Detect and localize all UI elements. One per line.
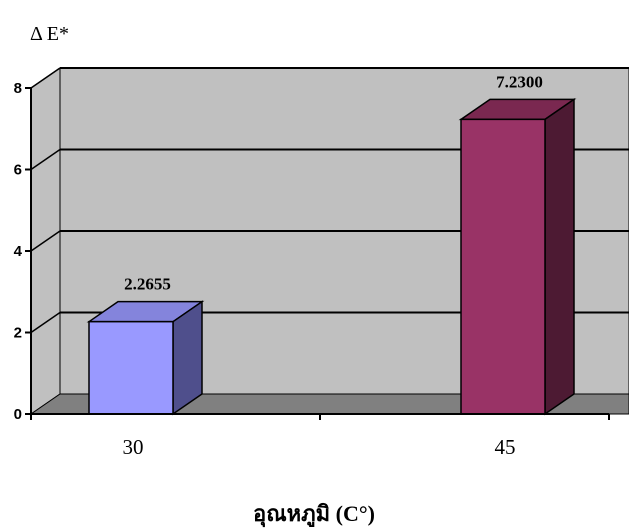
bar-45	[460, 118, 546, 415]
y-tick-label-4: 4	[14, 243, 23, 260]
y-axis: 0 2 4 6 8	[14, 80, 32, 423]
x-axis: 30 45	[30, 413, 610, 459]
y-tick-label-8: 8	[14, 80, 22, 97]
bar-side-45	[544, 97, 575, 416]
y-tick-label-2: 2	[14, 325, 22, 342]
y-axis-title: Δ E*	[30, 23, 69, 45]
x-tick-label-30: 30	[123, 435, 144, 459]
gridline-side-4	[30, 230, 61, 252]
x-axis-title: อุณหภูมิ (C°)	[253, 501, 375, 528]
gridline-side-8	[30, 67, 61, 89]
data-label-30: 2.2655	[124, 275, 171, 294]
data-label-45: 7.2300	[496, 72, 543, 91]
y-tick-label-6: 6	[14, 162, 22, 179]
bar-30	[88, 320, 174, 415]
y-tick-label-0: 0	[14, 406, 22, 423]
gridline-side-6	[30, 148, 61, 171]
x-tick-label-45: 45	[495, 435, 516, 459]
gridline-side-2	[30, 311, 61, 334]
bar-side-30	[172, 300, 203, 416]
bars: 2.2655 7.2300	[86, 72, 577, 416]
